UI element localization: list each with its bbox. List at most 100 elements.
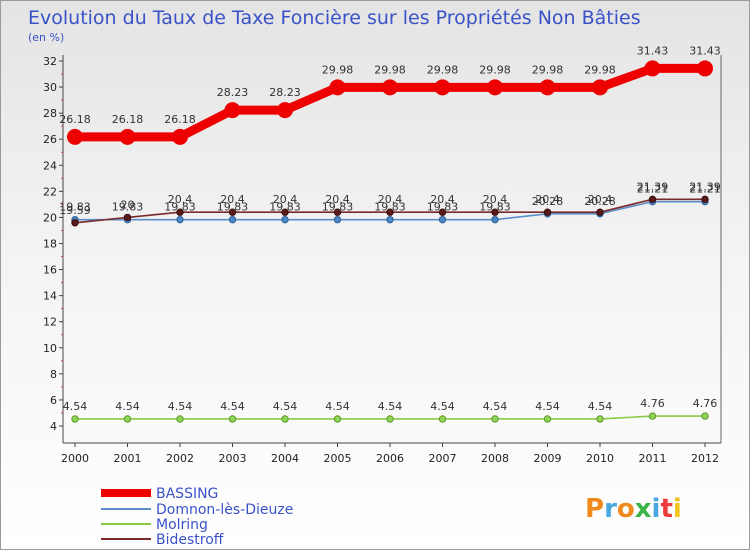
- y-tick-label: 14: [43, 290, 57, 303]
- data-label-molring: 4.54: [273, 400, 298, 413]
- data-point-bidestroff: [438, 208, 447, 216]
- data-label-bassing: 29.98: [427, 63, 459, 76]
- y-tick-label: 12: [43, 316, 57, 329]
- data-label-bassing: 29.98: [584, 63, 616, 76]
- data-label-bidestroff: 20.4: [483, 193, 508, 206]
- logo-letter: t: [660, 494, 672, 524]
- logo-letter: i: [673, 494, 682, 524]
- data-point-molring: [281, 415, 289, 423]
- data-label-molring: 4.54: [588, 400, 613, 413]
- y-tick-label: 30: [43, 81, 57, 94]
- data-point-bidestroff: [281, 208, 289, 216]
- x-tick-label: 2008: [481, 452, 509, 465]
- y-tick-label: 4: [50, 420, 57, 433]
- logo-letter: o: [617, 494, 635, 524]
- data-point-bassing: [592, 79, 608, 96]
- data-label-bidestroff: 21.39: [637, 180, 669, 193]
- x-tick-label: 2011: [639, 452, 667, 465]
- data-point-molring: [123, 415, 132, 423]
- data-label-molring: 4.54: [325, 400, 350, 413]
- data-label-domnon-l-s-dieuze: 19.83: [479, 201, 511, 214]
- data-point-bassing: [67, 128, 83, 145]
- data-label-bassing: 29.98: [374, 63, 406, 76]
- data-point-molring: [386, 415, 394, 423]
- data-label-domnon-l-s-dieuze: 19.83: [112, 201, 144, 214]
- logo-letter: i: [652, 494, 661, 524]
- data-label-bidestroff: 20.4: [535, 193, 560, 206]
- legend-label-domnon-l-s-dieuze: Domnon-lès-Dieuze: [156, 502, 293, 518]
- data-point-bidestroff: [71, 219, 79, 227]
- x-tick-label: 2012: [691, 452, 719, 465]
- data-point-bassing: [539, 79, 556, 96]
- data-point-bassing: [697, 60, 713, 77]
- data-point-domnon-l-s-dieuze: [491, 215, 499, 224]
- x-tick-label: 2010: [586, 452, 614, 465]
- series-layer: [67, 60, 713, 423]
- legend-label-bassing: BASSING: [156, 486, 218, 502]
- x-tick-label: 2007: [429, 452, 457, 465]
- data-label-domnon-l-s-dieuze: 21.21: [637, 183, 669, 196]
- data-label-domnon-l-s-dieuze: 21.21: [689, 183, 721, 196]
- data-label-molring: 4.54: [63, 400, 88, 413]
- data-point-bidestroff: [543, 208, 552, 216]
- data-label-bassing: 29.98: [479, 63, 511, 76]
- data-label-domnon-l-s-dieuze: 20.28: [584, 195, 616, 208]
- data-label-domnon-l-s-dieuze: 19.83: [164, 201, 196, 214]
- data-point-molring: [333, 415, 342, 423]
- data-point-molring: [71, 415, 79, 423]
- y-tick-label: 20: [43, 211, 57, 224]
- data-label-domnon-l-s-dieuze: 19.83: [59, 201, 91, 214]
- x-tick-label: 2004: [271, 452, 299, 465]
- data-label-bidestroff: 20.4: [378, 193, 403, 206]
- data-point-molring: [701, 412, 709, 420]
- data-point-bidestroff: [648, 195, 657, 204]
- data-label-bidestroff: 19.59: [59, 204, 91, 217]
- data-point-bassing: [119, 128, 136, 145]
- data-point-bassing: [277, 102, 293, 119]
- data-point-bidestroff: [176, 208, 184, 216]
- x-tick-label: 2001: [114, 452, 142, 465]
- data-point-molring: [648, 412, 657, 420]
- data-point-domnon-l-s-dieuze: [281, 215, 289, 224]
- data-label-bidestroff: 20.4: [168, 193, 193, 206]
- data-point-bidestroff: [123, 213, 132, 222]
- data-label-bassing: 28.23: [217, 86, 249, 99]
- logo-letter: P: [585, 494, 604, 524]
- data-label-domnon-l-s-dieuze: 19.83: [269, 201, 301, 214]
- data-label-domnon-l-s-dieuze: 19.83: [322, 201, 354, 214]
- data-point-bidestroff: [333, 208, 342, 216]
- data-label-bidestroff: 20: [121, 198, 135, 211]
- x-tick-label: 2009: [534, 452, 562, 465]
- axes: 4 6 8 10 12 14 16 18 20 22 24 26 28 30 32 2000 2001 2002 2…: [43, 55, 722, 465]
- logo-letter: x: [635, 494, 652, 524]
- y-tick-label: 10: [43, 342, 57, 355]
- data-point-bassing: [329, 79, 346, 96]
- y-tick-label: 6: [50, 394, 57, 407]
- series-line-bassing: [75, 63, 705, 142]
- data-point-molring: [438, 415, 447, 423]
- data-point-molring: [596, 415, 604, 423]
- y-tick-label: 22: [43, 185, 57, 198]
- data-label-molring: 4.54: [115, 400, 140, 413]
- data-point-bidestroff: [386, 208, 394, 216]
- x-tick-label: 2000: [61, 452, 89, 465]
- data-point-bidestroff: [596, 208, 604, 216]
- data-label-bassing: 29.98: [322, 63, 354, 76]
- data-label-molring: 4.54: [378, 400, 403, 413]
- data-point-molring: [176, 415, 184, 423]
- data-point-bidestroff: [701, 195, 709, 204]
- data-label-bassing: 28.23: [269, 86, 301, 99]
- data-point-bassing: [434, 79, 451, 96]
- data-label-bassing: 26.18: [164, 113, 196, 126]
- y-unit-label: (en %): [28, 31, 64, 44]
- data-label-bassing: 29.98: [532, 63, 564, 76]
- data-point-bassing: [644, 60, 661, 77]
- legend: BASSINGDomnon-lès-DieuzeMolringBidestrof…: [101, 486, 293, 548]
- y-tick-label: 28: [43, 107, 57, 120]
- data-label-molring: 4.54: [535, 400, 560, 413]
- y-tick-label: 18: [43, 238, 57, 251]
- data-label-bassing: 26.18: [59, 113, 91, 126]
- logo-letter: r: [604, 494, 617, 524]
- data-label-domnon-l-s-dieuze: 19.83: [427, 201, 459, 214]
